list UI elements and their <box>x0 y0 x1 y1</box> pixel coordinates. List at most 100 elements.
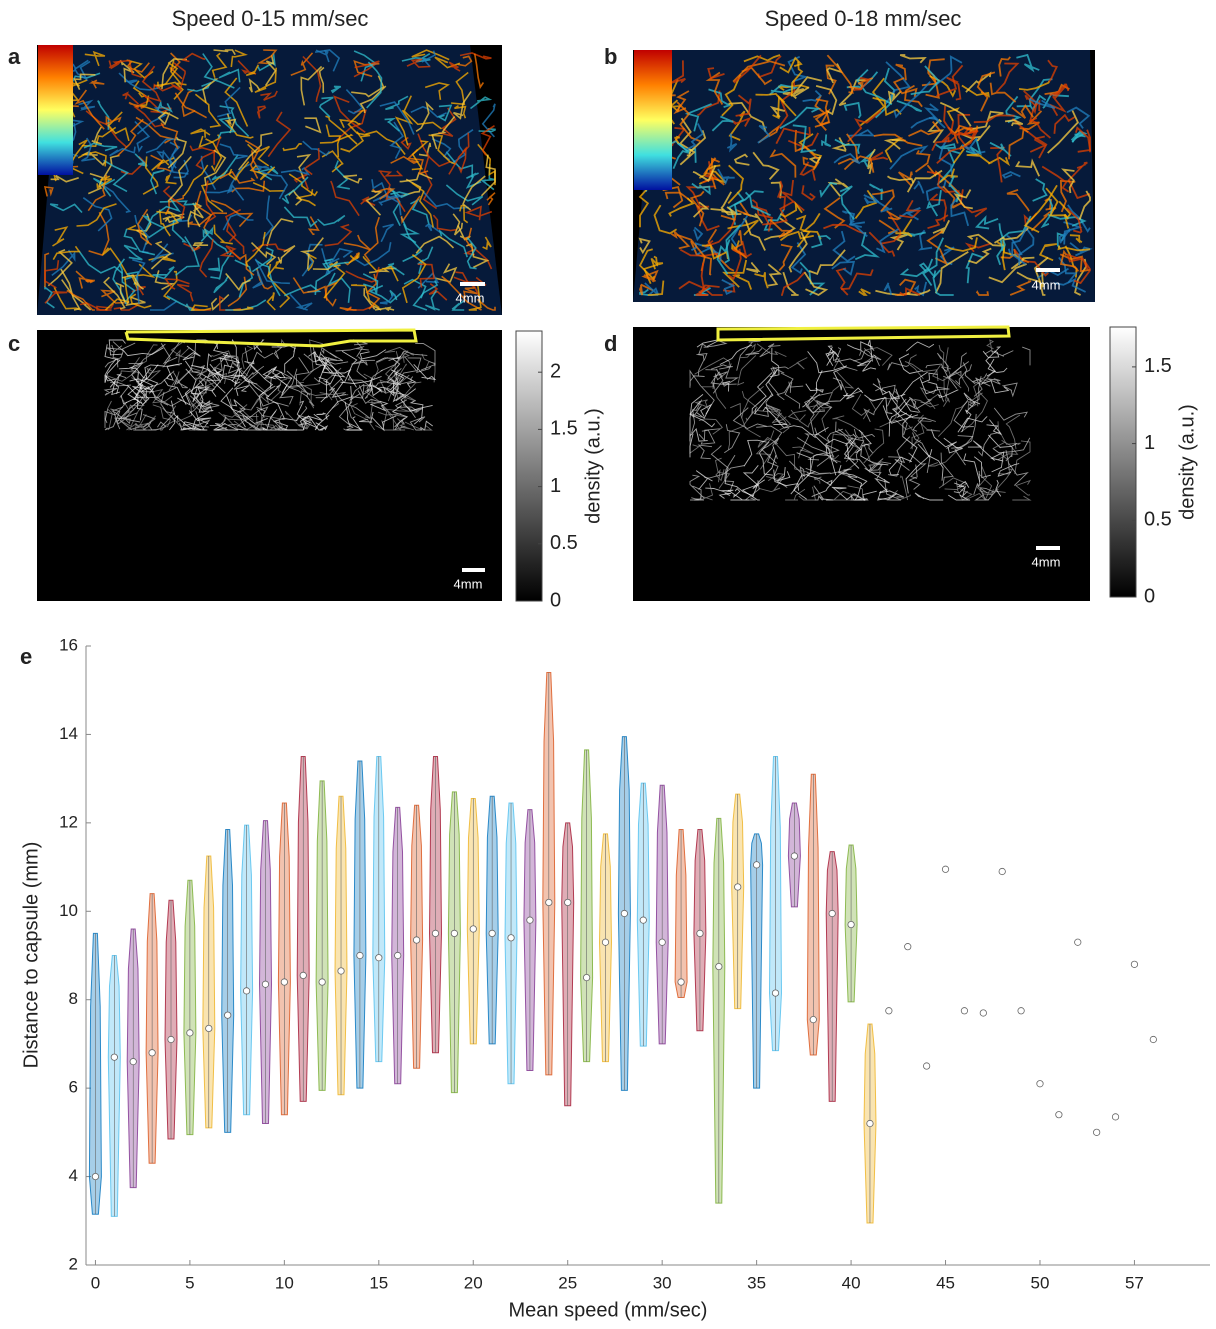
vessel <box>363 288 382 311</box>
vessel <box>184 360 226 394</box>
vessel <box>954 371 970 392</box>
vessel <box>219 170 256 184</box>
vessel <box>359 411 374 424</box>
vessel <box>988 434 1018 449</box>
vessel <box>359 349 387 360</box>
vessel <box>777 84 810 91</box>
vessel <box>289 293 313 311</box>
vessel <box>108 59 123 70</box>
vessel <box>457 55 473 67</box>
vessel <box>217 86 241 118</box>
capsule-outline <box>124 328 418 348</box>
vessel <box>150 300 178 311</box>
vessel <box>946 76 962 101</box>
y-tick-label: 16 <box>59 635 78 654</box>
median <box>847 920 855 929</box>
vessel <box>319 133 354 144</box>
vessel <box>895 63 907 81</box>
vessel <box>701 381 727 409</box>
vessel <box>134 153 148 167</box>
vessel <box>638 237 651 255</box>
vessel <box>156 210 180 229</box>
vessel <box>993 468 1014 493</box>
vessel <box>316 214 346 226</box>
vessel <box>409 399 424 425</box>
vessel <box>1054 277 1086 293</box>
vessel <box>158 209 171 237</box>
vessel <box>105 115 122 125</box>
vessel <box>1075 126 1092 153</box>
vessel <box>205 362 221 385</box>
scale-label: 4mm <box>454 576 483 591</box>
median <box>790 852 799 860</box>
vessel <box>451 299 465 311</box>
vessel <box>409 416 426 431</box>
vessel <box>769 347 780 378</box>
vessel <box>779 56 803 74</box>
vessel <box>752 454 777 489</box>
vessel <box>934 143 957 150</box>
vessel <box>200 169 228 213</box>
point <box>1111 1113 1120 1121</box>
vessel <box>351 356 368 366</box>
vessel <box>208 257 221 272</box>
vessel <box>727 164 745 205</box>
vessel <box>732 407 767 430</box>
vessel <box>1058 228 1071 244</box>
vessel <box>320 353 347 398</box>
vessel <box>825 346 835 367</box>
vessel <box>248 383 289 407</box>
vessel <box>776 372 794 401</box>
vessel <box>103 276 126 310</box>
vessel <box>363 216 380 262</box>
vessel <box>766 403 792 431</box>
vessel <box>141 215 166 239</box>
colorbar-tick-label: 1.5 <box>550 418 578 440</box>
vessel <box>740 343 756 359</box>
vessel <box>914 281 928 297</box>
vessel <box>316 412 327 416</box>
vessel <box>902 413 918 463</box>
vessel <box>314 351 344 362</box>
vessel <box>761 437 780 464</box>
vessel <box>696 403 713 419</box>
median <box>583 974 591 982</box>
vessel <box>959 189 988 218</box>
vessel <box>463 227 474 249</box>
colorbar-tick-label: 1.5 <box>1144 355 1172 377</box>
colorbar-b <box>634 50 672 190</box>
vessel <box>104 408 121 431</box>
vessel <box>321 150 344 173</box>
vessel <box>707 67 725 80</box>
vessel <box>803 271 829 297</box>
vessel <box>877 490 898 501</box>
vessel <box>132 385 150 406</box>
vessel <box>348 251 360 264</box>
vessel <box>226 223 245 255</box>
vessel <box>384 117 400 132</box>
vessel <box>194 93 222 128</box>
vessel <box>219 143 248 160</box>
vessel <box>1067 165 1091 200</box>
vessel <box>400 136 412 150</box>
vessel <box>727 248 742 281</box>
vessel <box>690 497 705 501</box>
vessel <box>743 54 781 63</box>
vessel <box>684 103 712 132</box>
vessel <box>771 412 787 424</box>
vessel <box>776 467 791 482</box>
vessel <box>756 343 787 358</box>
vessel <box>156 99 173 113</box>
capsule-outline <box>716 325 1011 342</box>
vessel <box>944 237 978 252</box>
median <box>488 929 496 937</box>
vessel <box>821 134 832 148</box>
vessel <box>844 457 882 479</box>
vessel <box>199 238 214 278</box>
vessel <box>902 289 931 296</box>
vessel <box>288 173 318 197</box>
vessel <box>377 194 404 206</box>
vessel <box>376 382 397 393</box>
vessel <box>480 125 495 156</box>
vessel <box>1014 479 1032 496</box>
